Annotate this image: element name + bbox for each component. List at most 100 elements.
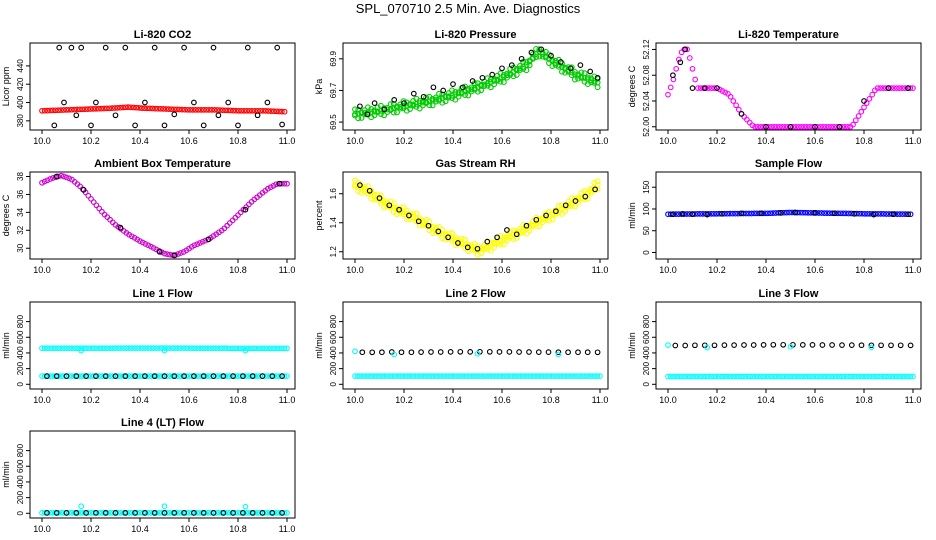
data-point bbox=[109, 105, 115, 111]
data-point bbox=[462, 236, 468, 243]
data-point bbox=[682, 342, 689, 349]
data-point bbox=[467, 349, 474, 355]
data-point bbox=[468, 88, 475, 95]
data-point bbox=[151, 510, 158, 516]
data-point bbox=[741, 113, 748, 120]
data-point bbox=[814, 373, 821, 380]
data-point bbox=[120, 345, 127, 351]
y-tick-label: 50 bbox=[642, 226, 651, 235]
data-point bbox=[510, 68, 517, 75]
data-point bbox=[112, 510, 119, 516]
data-point bbox=[281, 345, 288, 352]
chart-title: Li-820 CO2 bbox=[134, 29, 191, 41]
data-point bbox=[203, 107, 210, 113]
y-tick-label: 34 bbox=[16, 207, 25, 216]
data-point bbox=[684, 373, 690, 380]
data-point bbox=[381, 106, 388, 113]
data-point bbox=[225, 107, 231, 114]
data-point bbox=[692, 373, 699, 380]
y-axis-label: ml/min bbox=[1, 461, 11, 488]
data-point bbox=[727, 210, 733, 217]
data-point bbox=[194, 373, 201, 379]
data-point bbox=[484, 238, 491, 245]
data-point bbox=[714, 85, 720, 91]
data-point bbox=[78, 503, 85, 510]
data-point bbox=[738, 210, 745, 217]
data-point bbox=[130, 104, 137, 111]
data-point bbox=[858, 108, 865, 115]
data-point bbox=[115, 345, 122, 351]
data-point bbox=[449, 87, 455, 94]
data-point bbox=[126, 373, 132, 379]
data-point bbox=[171, 510, 178, 516]
data-point bbox=[738, 373, 745, 380]
data-point bbox=[704, 344, 711, 351]
data-point bbox=[896, 211, 903, 217]
data-point bbox=[211, 107, 218, 113]
data-point bbox=[580, 373, 587, 379]
data-point bbox=[795, 123, 802, 130]
data-point bbox=[496, 349, 503, 355]
data-point bbox=[400, 204, 407, 211]
data-point bbox=[496, 373, 503, 379]
data-point bbox=[845, 210, 852, 217]
data-point bbox=[665, 91, 671, 98]
x-tick-label: 11.0 bbox=[279, 265, 296, 275]
y-tick-label: 800 bbox=[16, 443, 25, 457]
data-point bbox=[224, 345, 230, 352]
data-point bbox=[439, 373, 445, 379]
data-point bbox=[181, 510, 187, 516]
data-point bbox=[539, 373, 546, 379]
data-point bbox=[486, 348, 493, 355]
data-point bbox=[508, 62, 515, 68]
data-point bbox=[241, 107, 247, 114]
data-point bbox=[133, 104, 140, 111]
data-point bbox=[151, 44, 158, 51]
data-point bbox=[268, 108, 274, 114]
data-point bbox=[44, 373, 50, 379]
y-tick-label: 1.6 bbox=[329, 188, 338, 200]
x-tick-label: 10.0 bbox=[346, 395, 364, 405]
data-point bbox=[281, 510, 288, 516]
data-point bbox=[73, 112, 80, 119]
data-point bbox=[197, 345, 203, 352]
data-point bbox=[183, 373, 190, 379]
data-point bbox=[839, 342, 845, 348]
data-point bbox=[68, 106, 75, 113]
data-point bbox=[50, 510, 56, 516]
data-point bbox=[80, 187, 87, 193]
data-point bbox=[754, 373, 761, 380]
data-point bbox=[891, 85, 897, 91]
data-point bbox=[537, 373, 543, 379]
data-point bbox=[363, 373, 369, 379]
data-point bbox=[588, 189, 595, 196]
data-point bbox=[727, 373, 734, 380]
data-point bbox=[432, 228, 439, 235]
data-point bbox=[230, 510, 236, 516]
data-point bbox=[194, 345, 201, 352]
y-tick-label: 200 bbox=[16, 490, 25, 504]
data-point bbox=[760, 123, 767, 130]
data-point bbox=[197, 510, 203, 516]
y-tick-label: 400 bbox=[16, 475, 25, 489]
data-point bbox=[894, 211, 900, 217]
data-point bbox=[594, 84, 601, 91]
data-point bbox=[117, 224, 124, 231]
data-point bbox=[588, 185, 595, 192]
data-point bbox=[552, 57, 559, 64]
data-point bbox=[735, 106, 742, 113]
y-tick-label: 800 bbox=[642, 314, 651, 328]
data-point bbox=[545, 373, 552, 379]
data-point bbox=[776, 373, 783, 380]
y-tick-label: 440 bbox=[16, 59, 25, 73]
data-point bbox=[567, 373, 573, 379]
data-point bbox=[501, 373, 508, 379]
data-point bbox=[555, 351, 562, 358]
data-point bbox=[109, 373, 116, 379]
data-point bbox=[85, 345, 92, 352]
data-point bbox=[565, 349, 571, 356]
data-point bbox=[801, 373, 807, 380]
data-point bbox=[833, 373, 840, 380]
chart-title: Sample Flow bbox=[755, 158, 823, 170]
